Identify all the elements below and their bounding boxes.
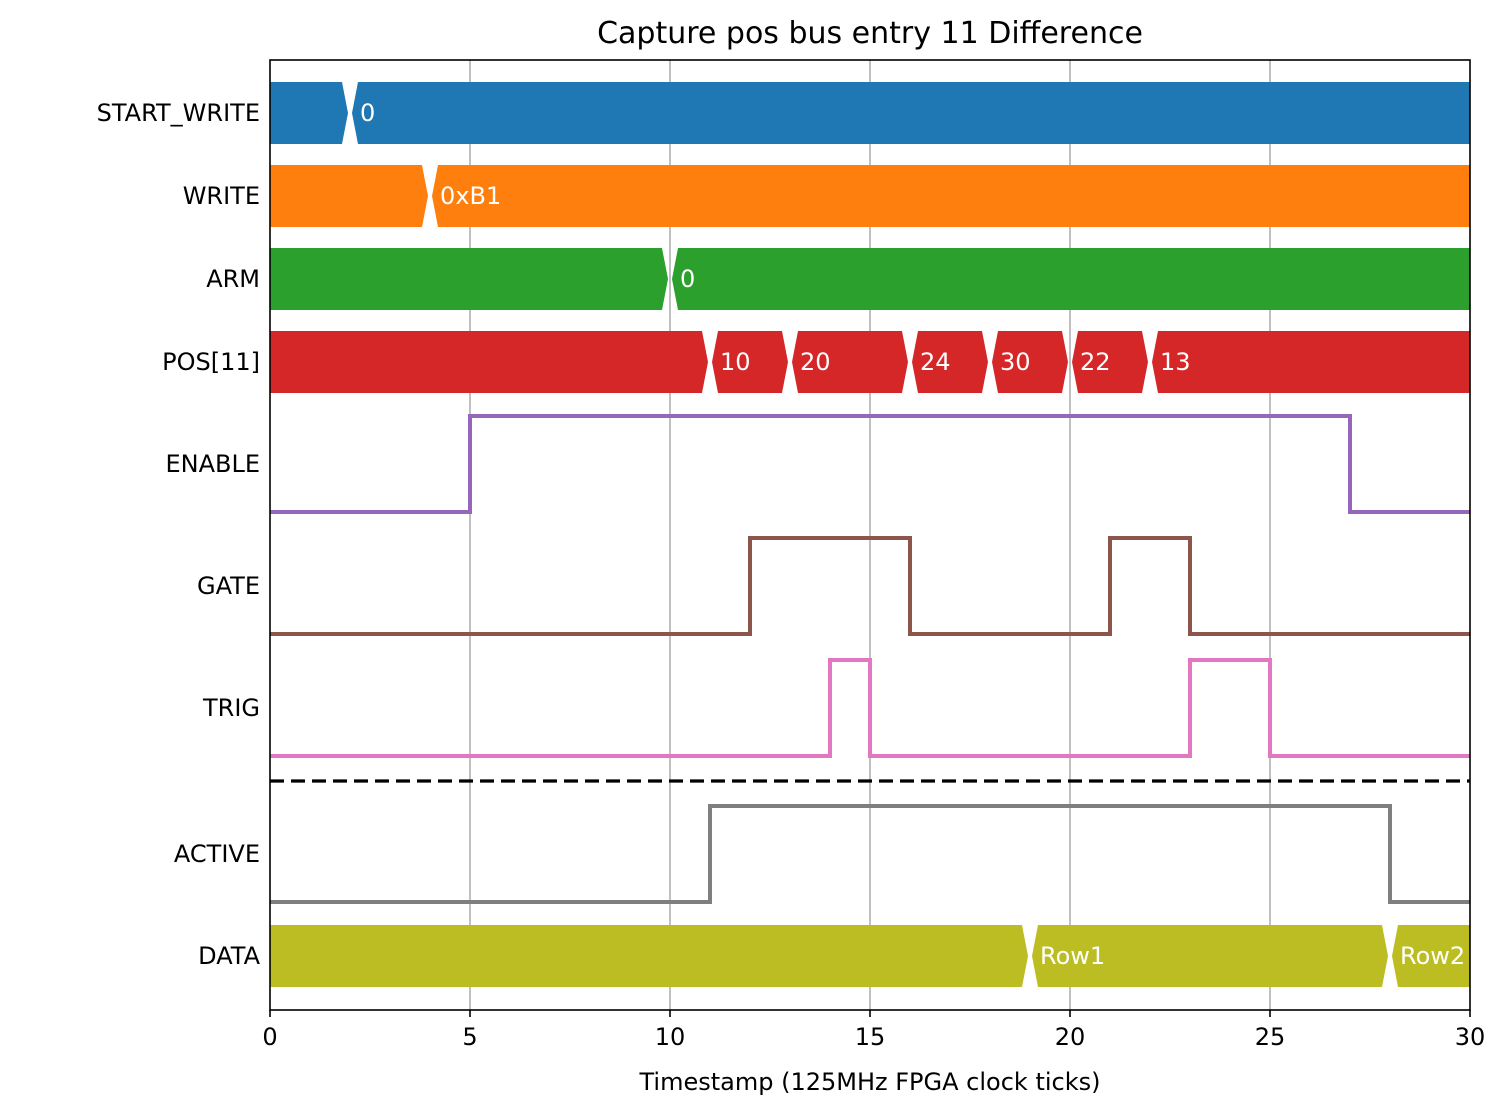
x-axis-label: Timestamp (125MHz FPGA clock ticks) xyxy=(639,1068,1101,1096)
bus-value-2-1: 0 xyxy=(680,265,695,293)
bus-value-3-2: 20 xyxy=(800,348,831,376)
x-tick-label-6: 30 xyxy=(1455,1023,1486,1051)
signal-label-7: ACTIVE xyxy=(174,840,260,868)
bus-value-8-1: Row1 xyxy=(1040,942,1105,970)
signal-label-5: GATE xyxy=(197,572,260,600)
bus-segment-3-3 xyxy=(912,331,988,393)
x-tick-label-3: 15 xyxy=(855,1023,886,1051)
signal-label-2: ARM xyxy=(206,265,260,293)
bus-segment-0-0 xyxy=(270,82,348,144)
bus-value-3-6: 13 xyxy=(1160,348,1191,376)
bus-segment-3-5 xyxy=(1072,331,1148,393)
signal-label-0: START_WRITE xyxy=(97,99,260,127)
bit-trace-7 xyxy=(270,804,1470,904)
bus-segment-2-0 xyxy=(270,248,668,310)
x-tick-label-0: 0 xyxy=(262,1023,277,1051)
bus-segment-3-0 xyxy=(270,331,708,393)
x-tick-label-1: 5 xyxy=(462,1023,477,1051)
bit-trace-6 xyxy=(270,658,1470,758)
bus-segment-3-1 xyxy=(712,331,788,393)
bus-segment-8-2 xyxy=(1392,925,1470,987)
bus-value-8-2: Row2 xyxy=(1400,942,1465,970)
bus-value-labels: 0 0xB1 0 10 20 24 30 22 13 Row1 Row2 xyxy=(360,99,1465,970)
signal-traces xyxy=(270,82,1470,987)
x-axis: 0 5 10 15 20 25 30 xyxy=(262,1010,1485,1051)
signal-label-3: POS[11] xyxy=(162,348,260,376)
bus-value-0-1: 0 xyxy=(360,99,375,127)
bus-value-3-4: 30 xyxy=(1000,348,1031,376)
bus-segment-1-1 xyxy=(432,165,1470,227)
x-tick-label-5: 25 xyxy=(1255,1023,1286,1051)
bus-segment-8-1 xyxy=(1032,925,1388,987)
bus-segment-1-0 xyxy=(270,165,428,227)
signal-label-8: DATA xyxy=(198,942,260,970)
bus-segment-3-4 xyxy=(992,331,1068,393)
bus-segment-8-0 xyxy=(270,925,1028,987)
x-tick-label-2: 10 xyxy=(655,1023,686,1051)
bus-value-3-3: 24 xyxy=(920,348,951,376)
bus-segment-2-1 xyxy=(672,248,1470,310)
signal-label-1: WRITE xyxy=(183,182,260,210)
bus-value-3-5: 22 xyxy=(1080,348,1111,376)
chart-title: Capture pos bus entry 11 Difference xyxy=(597,16,1143,51)
x-tick-label-4: 20 xyxy=(1055,1023,1086,1051)
signal-label-4: ENABLE xyxy=(165,450,260,478)
bus-value-3-1: 10 xyxy=(720,348,751,376)
bus-segment-3-6 xyxy=(1152,331,1470,393)
signal-label-6: TRIG xyxy=(202,694,260,722)
bus-value-1-1: 0xB1 xyxy=(440,182,501,210)
signal-labels: START_WRITE WRITE ARM POS[11] ENABLE GATE TRIG… xyxy=(97,99,261,970)
bus-segment-3-2 xyxy=(792,331,908,393)
bus-segment-0-1 xyxy=(352,82,1470,144)
bit-trace-4 xyxy=(270,414,1470,514)
bit-trace-5 xyxy=(270,536,1470,636)
